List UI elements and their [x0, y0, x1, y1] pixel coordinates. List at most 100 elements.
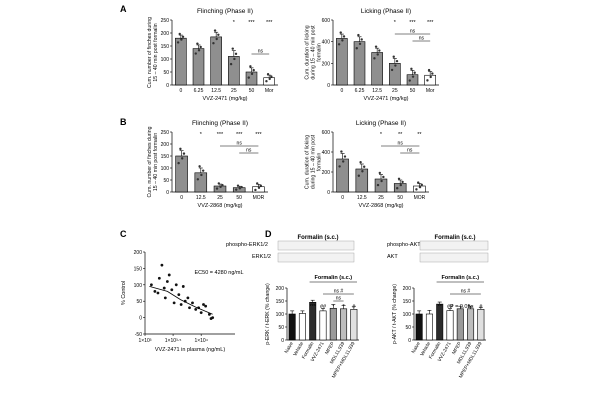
bar	[175, 155, 188, 193]
significance-label: ***	[217, 132, 224, 138]
x-tick-label: 1×10³	[139, 338, 152, 344]
data-point	[229, 62, 233, 66]
data-point	[217, 33, 220, 36]
scatter-point	[156, 291, 160, 295]
data-point	[429, 75, 432, 79]
data-point	[408, 79, 411, 82]
data-point	[213, 29, 217, 32]
scatter-point	[153, 289, 157, 293]
data-point	[359, 161, 362, 164]
data-point	[343, 155, 347, 158]
bar	[340, 308, 348, 341]
data-point	[233, 57, 236, 61]
data-point	[179, 147, 182, 151]
y-tick-label: 50	[278, 325, 284, 331]
chart-title: Licking (Phase II)	[356, 120, 406, 127]
x-tick-label: 6.25	[355, 88, 365, 94]
y-axis-label: Cum. number of finches during15 – 40 min…	[147, 126, 159, 197]
data-point	[380, 179, 383, 183]
scatter-point	[167, 273, 171, 277]
y-tick-label: -50	[135, 332, 142, 338]
significance-label: ***	[409, 20, 416, 26]
blot-right-header: Formalin (s.c.)	[434, 235, 475, 241]
blot-right-row1	[419, 240, 489, 251]
bar	[446, 310, 454, 341]
bar	[288, 313, 296, 341]
y-axis-label-line: during 15 – 40 min post	[311, 134, 317, 189]
x-tick-label: 25	[392, 88, 398, 94]
bar	[298, 313, 306, 341]
x-tick-label: MOR	[253, 195, 265, 201]
x-tick-label: Naive	[411, 341, 422, 355]
y-tick-label: 200	[161, 31, 170, 37]
data-point	[194, 52, 197, 55]
data-point	[268, 77, 271, 81]
data-point	[401, 180, 404, 184]
y-tick-label: 400	[322, 40, 331, 46]
y-axis-label: p-ERK / t-ERK (% change)	[265, 283, 271, 345]
bracket-label: ns	[246, 148, 252, 154]
x-tick-label: Naive	[284, 341, 295, 355]
y-tick-label: 150	[276, 299, 285, 305]
y-tick-label: 400	[322, 150, 331, 156]
y-tick-label: 200	[161, 142, 170, 148]
y-tick-label: 200	[322, 170, 331, 176]
data-point	[431, 72, 434, 75]
y-tick-label: 250	[161, 18, 170, 24]
data-point	[337, 43, 341, 46]
blot-left-row1-label: phospho-ERK1/2	[226, 242, 268, 248]
y-axis-label-line: Cum. duration of licking	[305, 25, 311, 79]
y-tick-label: 100	[403, 312, 412, 318]
scatter-point	[209, 317, 213, 320]
y-axis-label-line: p-AKT / t-AKT (% change)	[392, 284, 398, 344]
x-tick-label: 12.5	[211, 88, 221, 94]
data-point	[394, 64, 397, 67]
scatter-point	[170, 288, 174, 292]
bar	[355, 168, 369, 193]
data-point	[249, 65, 252, 68]
y-tick-label: 100	[161, 57, 170, 63]
data-point	[257, 186, 261, 189]
scatter-point	[174, 283, 178, 287]
y-tick-label: 0	[281, 338, 284, 344]
bracket-label: ns	[237, 141, 243, 147]
bracket-label: ns #	[461, 289, 471, 295]
data-point	[397, 177, 401, 180]
significance-label: *	[332, 304, 335, 310]
group-label: Formalin (s.c.)	[441, 275, 479, 281]
y-tick-label: 200	[322, 61, 331, 67]
y-axis-label-line: p-ERK / t-ERK (% change)	[265, 283, 271, 345]
data-point	[390, 68, 394, 72]
panel-label-d: D	[265, 229, 272, 239]
y-axis-label-line: 15 – 40 min post formalin	[153, 133, 159, 191]
y-tick-label: 50	[136, 299, 142, 305]
x-axis-label: VVZ-2471 (mg/kg)	[203, 96, 248, 102]
y-tick-label: 100	[134, 283, 143, 289]
bar	[456, 308, 464, 341]
x-tick-label: 25	[231, 88, 237, 94]
scatter-point	[204, 304, 208, 308]
blot-left-row1	[277, 240, 355, 251]
significance-label: *	[343, 304, 346, 310]
data-point	[181, 35, 185, 38]
data-point	[200, 173, 203, 177]
data-point	[176, 41, 180, 44]
y-tick-label: 0	[408, 338, 411, 344]
bar	[329, 307, 337, 341]
data-point	[199, 45, 202, 49]
data-point	[201, 169, 205, 172]
scatter-point	[165, 280, 169, 283]
bar	[425, 313, 433, 341]
flinching-chart-a: Flinching (Phase II)050100150200250Cum. …	[147, 8, 278, 102]
blot-left-header: Formalin (s.c.)	[297, 235, 338, 241]
x-tick-label: 25	[217, 195, 223, 201]
data-point	[360, 38, 363, 41]
data-point	[378, 49, 381, 52]
data-point	[396, 187, 399, 190]
data-point	[357, 33, 360, 37]
y-axis-label-line: during 15 – 40 min post	[311, 25, 317, 80]
y-tick-label: 150	[161, 154, 170, 160]
significance-label: #	[479, 304, 483, 310]
